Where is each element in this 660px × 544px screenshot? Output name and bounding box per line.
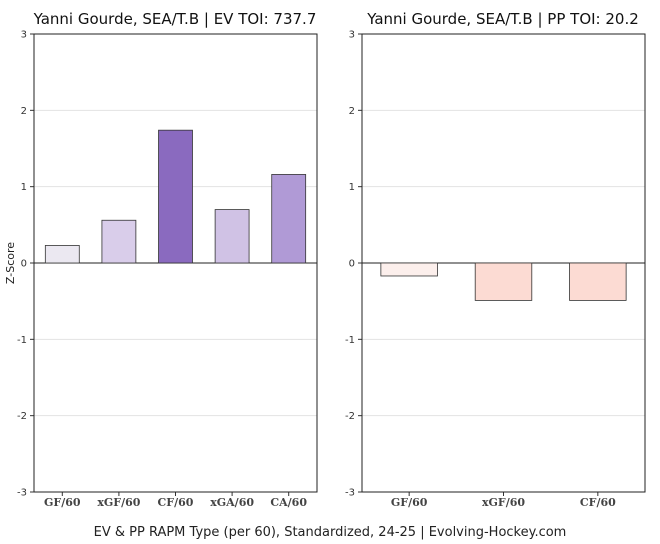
y-tick-label: 0	[349, 259, 355, 270]
x-tick-label: GF/60	[391, 496, 428, 509]
y-tick-label: -1	[17, 335, 27, 346]
bar-xgf-60	[101, 219, 137, 264]
panel-title: Yanni Gourde, SEA/T.B | PP TOI: 20.2	[366, 10, 639, 28]
x-tick-label: GF/60	[44, 496, 81, 509]
y-tick-label: 0	[21, 259, 27, 270]
plot-frame	[33, 33, 318, 493]
bar-cf-60	[158, 129, 193, 264]
panel-title: Yanni Gourde, SEA/T.B | EV TOI: 737.7	[33, 10, 317, 28]
bar-xgf-60	[474, 262, 533, 301]
bar-cf-60	[569, 262, 627, 301]
footer-caption: EV & PP RAPM Type (per 60), Standardized…	[94, 525, 567, 540]
y-axis-label: Z-Score	[4, 242, 17, 284]
y-tick-label: -3	[345, 488, 355, 499]
y-tick-label: -2	[17, 411, 27, 422]
x-tick-label: CF/60	[158, 496, 194, 509]
y-tick-label: -2	[345, 411, 355, 422]
x-tick-label: xGF/60	[97, 496, 140, 509]
x-tick-label: xGA/60	[210, 496, 254, 509]
y-tick-label: 2	[21, 106, 27, 117]
x-tick-label: xGF/60	[482, 496, 525, 509]
plot-frame	[361, 33, 646, 493]
y-tick-label: 3	[349, 30, 355, 41]
y-tick-label: 1	[349, 182, 355, 193]
bar-xga-60	[214, 209, 250, 264]
chart-panel-1: Yanni Gourde, SEA/T.B | EV TOI: 737.7 3 2 1…	[4, 10, 318, 509]
y-tick-label: 3	[21, 30, 27, 41]
x-tick-label: CF/60	[580, 496, 616, 509]
bar-gf-60	[380, 262, 438, 277]
y-tick-label: 2	[349, 106, 355, 117]
y-tick-label: -1	[345, 335, 355, 346]
chart-panel-2: Yanni Gourde, SEA/T.B | PP TOI: 20.2 3 2 1 0…	[345, 10, 646, 509]
y-tick-label: 1	[21, 182, 27, 193]
y-tick-label: -3	[17, 488, 27, 499]
bar-gf-60	[44, 245, 80, 264]
bar-ca-60	[271, 174, 307, 264]
x-tick-label: CA/60	[270, 496, 307, 509]
